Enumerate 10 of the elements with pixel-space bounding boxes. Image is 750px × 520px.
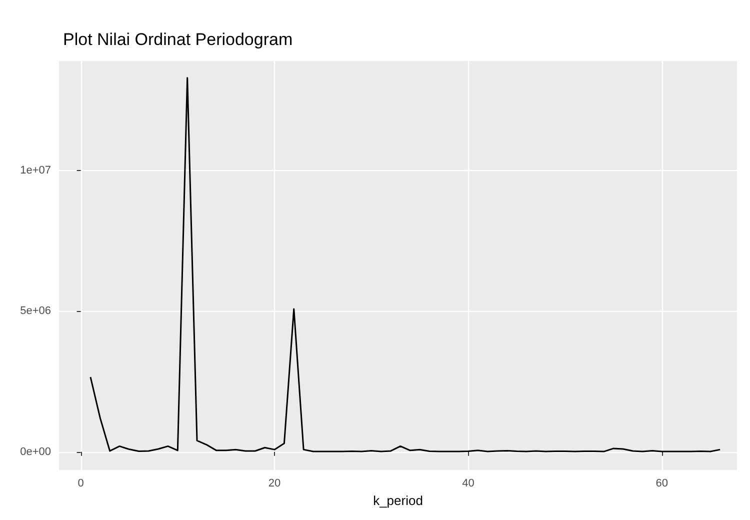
chart-title: Plot Nilai Ordinat Periodogram <box>63 30 293 49</box>
line-series <box>90 77 721 452</box>
x-tick-label: 60 <box>656 478 668 490</box>
y-tick-label: 0e+00 <box>20 446 51 458</box>
x-tick-label: 20 <box>268 478 281 490</box>
x-tick-label: 0 <box>78 478 84 490</box>
x-tick-label: 40 <box>462 478 474 490</box>
y-tick-label: 5e+06 <box>20 305 51 318</box>
x-axis-title: k_period <box>373 493 423 508</box>
y-tick-label: 1e+07 <box>20 164 51 177</box>
